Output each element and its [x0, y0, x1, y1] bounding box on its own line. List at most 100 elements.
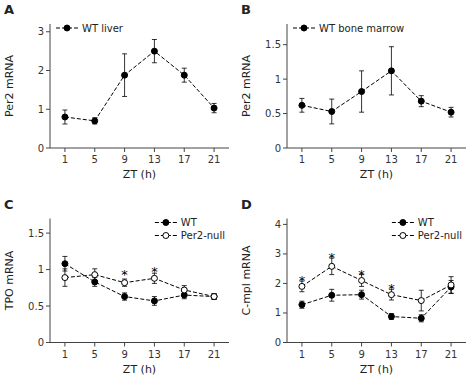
error-bar-cap	[329, 289, 334, 290]
point	[92, 272, 98, 278]
point	[418, 315, 424, 321]
error-bar-cap	[419, 310, 424, 311]
point	[211, 294, 217, 300]
legend: WTPer2-null	[392, 217, 462, 241]
error-bar-cap	[329, 301, 334, 302]
y-tick-label: 0	[275, 143, 281, 154]
legend-marker	[64, 25, 70, 31]
y-tick	[283, 224, 287, 225]
legend-marker	[400, 233, 406, 239]
x-axis-line	[287, 148, 466, 149]
y-tick	[283, 312, 287, 313]
error-bar	[359, 290, 364, 299]
y-tick-label: 2	[38, 65, 44, 76]
legend-label: Per2-null	[418, 230, 462, 241]
y-tick	[46, 109, 50, 110]
y-axis-line	[287, 219, 288, 343]
x-tick	[94, 343, 95, 347]
x-axis-line	[287, 342, 466, 343]
y-tick	[283, 342, 287, 343]
error-bar-cap	[389, 46, 394, 47]
point	[448, 282, 454, 288]
error-bar-cap	[299, 291, 304, 292]
error-bar-cap	[449, 107, 454, 108]
error-bar-cap	[359, 70, 364, 71]
error-bar-cap	[152, 296, 157, 297]
error-bar	[449, 107, 454, 117]
y-tick-label: 2	[275, 278, 281, 289]
x-tick-label: 17	[415, 349, 428, 360]
plot-area	[62, 40, 217, 124]
point	[151, 48, 157, 54]
x-tick-label: 1	[299, 154, 305, 165]
y-axis-label: C-mpl mRNA	[240, 245, 253, 315]
x-tick	[331, 148, 332, 152]
y-tick-label: 0	[38, 143, 44, 154]
panel: C00.511.5159131721ZT (h)TPO mRNA**WTPer2…	[3, 197, 229, 376]
y-tick-label: 1	[38, 264, 44, 275]
error-bar	[92, 269, 97, 281]
y-tick	[283, 113, 287, 114]
error-bar-cap	[182, 82, 187, 83]
y-tick-label: 0.5	[265, 108, 281, 119]
error-bar	[329, 289, 334, 301]
chart: A0123159131721ZT (h)Per2 mRNAWT liverB00…	[0, 0, 474, 389]
error-bar-cap	[419, 106, 424, 107]
annotation: *	[299, 273, 306, 288]
error-bar	[299, 301, 304, 308]
x-tick-label: 1	[299, 349, 305, 360]
x-axis-line	[50, 148, 229, 149]
error-bar-cap	[62, 123, 67, 124]
x-tick	[64, 343, 65, 347]
x-tick-label: 9	[358, 154, 364, 165]
point	[211, 294, 217, 300]
error-bar	[62, 269, 67, 287]
series-line	[302, 71, 451, 112]
error-bar-cap	[182, 68, 187, 69]
y-axis-line	[50, 219, 51, 343]
x-tick-label: 21	[208, 349, 221, 360]
x-tick	[154, 343, 155, 347]
point	[418, 98, 424, 104]
error-bar-cap	[62, 256, 67, 257]
y-axis-line	[50, 24, 51, 148]
error-bar	[299, 98, 304, 112]
error-bar-cap	[152, 305, 157, 306]
x-axis-label: ZT (h)	[360, 363, 393, 376]
point	[211, 105, 217, 111]
point	[359, 292, 365, 298]
x-tick-label: 17	[178, 349, 191, 360]
y-tick	[46, 148, 50, 149]
annotation: *	[121, 267, 128, 282]
error-bar	[419, 315, 424, 322]
error-bar	[329, 99, 334, 124]
x-tick	[361, 148, 362, 152]
error-bar-cap	[359, 286, 364, 287]
series-line	[302, 287, 451, 318]
error-bar	[152, 40, 157, 63]
series-line	[65, 264, 214, 301]
point	[62, 261, 68, 267]
y-tick	[46, 342, 50, 343]
point	[329, 108, 335, 114]
error-bar-cap	[389, 94, 394, 95]
point	[299, 102, 305, 108]
error-bar	[212, 294, 217, 300]
y-tick-label: 1	[38, 104, 44, 115]
x-tick	[451, 343, 452, 347]
point	[181, 72, 187, 78]
x-tick-label: 5	[329, 154, 335, 165]
x-axis-label: ZT (h)	[123, 168, 156, 181]
point	[359, 89, 365, 95]
error-bar	[92, 118, 97, 124]
x-tick-label: 5	[92, 349, 98, 360]
legend-label: Per2-null	[181, 230, 225, 241]
x-tick-label: 9	[121, 349, 127, 360]
legend: WTPer2-null	[155, 217, 225, 241]
x-tick	[301, 148, 302, 152]
error-bar-cap	[329, 99, 334, 100]
point	[122, 72, 128, 78]
x-tick	[361, 343, 362, 347]
error-bar-cap	[419, 95, 424, 96]
x-tick	[421, 343, 422, 347]
